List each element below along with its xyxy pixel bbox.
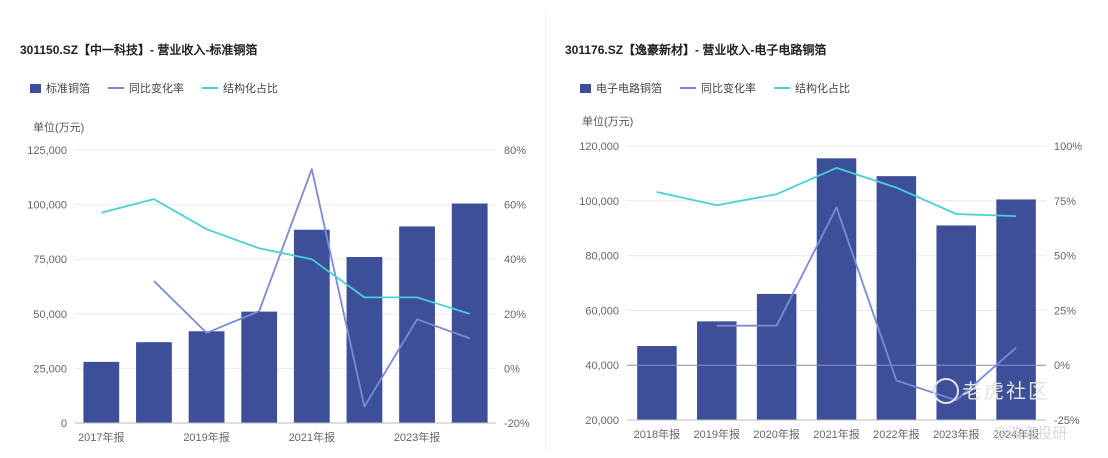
- y-left-tick-label: 100,000: [579, 196, 619, 208]
- y-right-tick-label: 40%: [504, 254, 526, 266]
- chart-plot-right: 20,000 40,000 60,000 80,000 100,000 120,000 -2…: [579, 141, 1082, 441]
- x-tick-label: 2020年报: [753, 427, 799, 441]
- legend-bar-swatch: [30, 83, 41, 93]
- share-line: [656, 166, 1017, 217]
- legend-label: 标准铜箔: [46, 83, 90, 95]
- chart-panel-right: 301176.SZ【逸豪新材】- 营业收入-电子电路铜箔 电子电路铜箔 同比变化…: [550, 0, 1108, 458]
- legend-item-share[interactable]: 结构化占比: [774, 80, 850, 96]
- bar: [83, 361, 120, 423]
- chart-legend: 标准铜箔 同比变化率 结构化占比: [30, 80, 296, 96]
- y-right-tick-label: 0%: [504, 363, 520, 375]
- legend-label: 电子电路铜箔: [596, 83, 662, 95]
- y-right-tick-label: 0%: [1054, 360, 1070, 372]
- x-tick-label: 2019年报: [694, 427, 740, 441]
- x-tick-label: 2024年报: [993, 427, 1039, 441]
- legend-item-yoy[interactable]: 同比变化率: [680, 80, 756, 96]
- y-left-tick-label: 80,000: [585, 251, 619, 263]
- x-tick-label: 2017年报: [78, 430, 124, 444]
- legend-item-bar[interactable]: 电子电路铜箔: [580, 80, 662, 96]
- x-tick-label: 2018年报: [634, 427, 680, 441]
- watermark-text: 老虎社区: [962, 381, 1050, 403]
- bar: [188, 331, 225, 423]
- legend-label: 结构化占比: [223, 83, 278, 95]
- y-left-tick-label: 75,000: [33, 254, 67, 266]
- legend-label: 结构化占比: [795, 83, 850, 95]
- bar: [399, 226, 435, 423]
- bar: [816, 158, 857, 420]
- x-tick-label: 2019年报: [183, 430, 229, 444]
- share-line: [101, 198, 470, 315]
- y-left-tick-label: 20,000: [585, 415, 619, 427]
- chart-legend: 电子电路铜箔 同比变化率 结构化占比: [580, 80, 868, 96]
- y-left-tick-label: 100,000: [27, 200, 67, 212]
- bar: [876, 176, 917, 420]
- y-left-tick-label: 120,000: [579, 141, 619, 153]
- y-right-tick-label: 80%: [504, 145, 526, 157]
- y-right-tick-label: 50%: [1054, 251, 1076, 263]
- legend-bar-swatch: [580, 83, 591, 93]
- bar: [136, 342, 172, 423]
- y-left-tick-label: 40,000: [585, 360, 619, 372]
- x-tick-label: 2023年报: [394, 430, 440, 444]
- bar: [756, 293, 797, 420]
- panel-divider: [545, 10, 546, 450]
- x-tick-label: 2023年报: [933, 427, 979, 441]
- y-left-tick-label: 25,000: [33, 363, 67, 375]
- legend-yoy-swatch: [108, 87, 124, 89]
- yoy-line: [153, 168, 471, 408]
- legend-yoy-swatch: [680, 87, 696, 89]
- x-tick-label: 2022年报: [873, 427, 919, 441]
- x-tick-label: 2021年报: [289, 430, 335, 444]
- bar: [637, 346, 677, 420]
- yoy-line: [716, 206, 1017, 402]
- y-axis-unit-label: 单位(万元): [582, 116, 634, 128]
- legend-item-yoy[interactable]: 同比变化率: [108, 80, 184, 96]
- y-right-tick-label: -25%: [1054, 415, 1080, 427]
- legend-share-swatch: [202, 87, 218, 89]
- bar: [697, 321, 737, 420]
- y-right-tick-label: 20%: [504, 309, 526, 321]
- bar: [346, 257, 383, 423]
- watermark-logo-icon: [933, 378, 959, 404]
- legend-item-bar[interactable]: 标准铜箔: [30, 80, 90, 96]
- x-tick-label: 2021年报: [813, 427, 859, 441]
- y-axis-unit-label: 单位(万元): [33, 122, 85, 134]
- bar: [293, 229, 330, 423]
- legend-item-share[interactable]: 结构化占比: [202, 80, 278, 96]
- legend-label: 同比变化率: [129, 83, 184, 95]
- y-left-tick-label: 0: [61, 418, 67, 430]
- legend-share-swatch: [774, 87, 790, 89]
- y-left-tick-label: 50,000: [33, 309, 67, 321]
- y-right-tick-label: 100%: [1054, 141, 1082, 153]
- chart-plot-left: 0 25,000 50,000 75,000 100,000 125,000 -20% 0% 2…: [27, 145, 530, 444]
- y-right-tick-label: 25%: [1054, 305, 1076, 317]
- chart-title: 301150.SZ【中一科技】- 营业收入-标准铜箔: [20, 43, 258, 57]
- y-left-tick-label: 125,000: [27, 145, 67, 157]
- chart-title: 301176.SZ【逸豪新材】- 营业收入-电子电路铜箔: [565, 43, 827, 57]
- bar: [996, 199, 1036, 420]
- watermark-author: @浩海投研: [992, 425, 1068, 442]
- y-left-tick-label: 60,000: [585, 305, 619, 317]
- legend-label: 同比变化率: [701, 83, 756, 95]
- y-right-tick-label: 75%: [1054, 196, 1076, 208]
- chart-panel-left: 301150.SZ【中一科技】- 营业收入-标准铜箔 标准铜箔 同比变化率 结构…: [0, 0, 540, 458]
- y-right-tick-label: -20%: [504, 418, 530, 430]
- bar: [241, 311, 278, 423]
- y-right-tick-label: 60%: [504, 200, 526, 212]
